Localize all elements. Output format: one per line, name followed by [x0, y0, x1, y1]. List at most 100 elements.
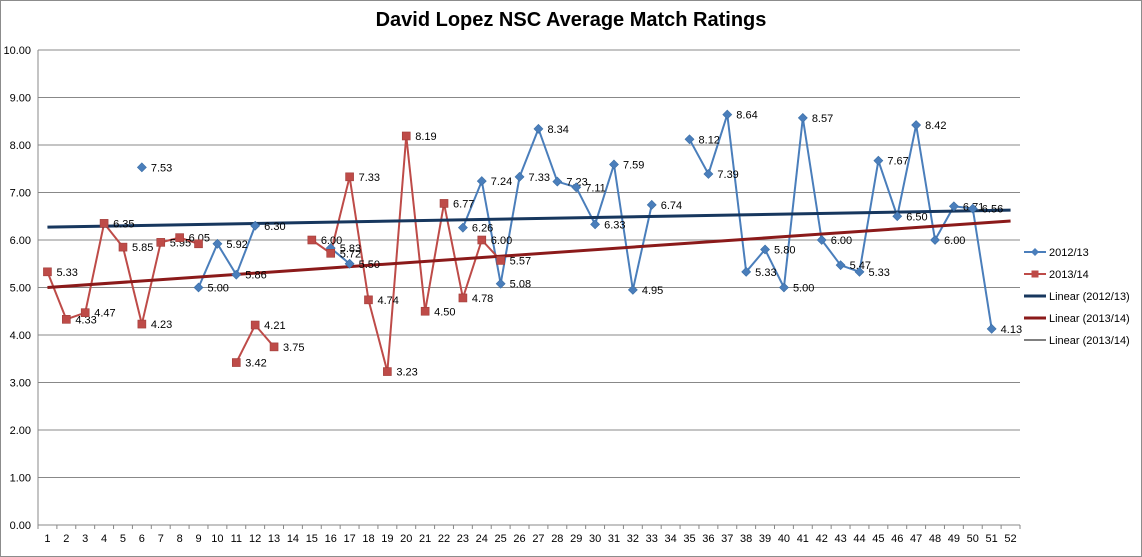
- data-point-square: [118, 242, 128, 252]
- x-tick-label: 7: [158, 533, 164, 545]
- data-label: 7.24: [491, 176, 512, 188]
- x-tick-label: 52: [1004, 533, 1016, 545]
- data-point-square: [80, 308, 90, 317]
- x-tick-label: 37: [721, 533, 733, 545]
- x-tick-label: 51: [986, 533, 998, 545]
- y-tick-label: 9.00: [10, 93, 31, 105]
- series-line-segment: [499, 176, 521, 284]
- x-tick-label: 44: [853, 533, 865, 545]
- x-tick-label: 30: [589, 533, 601, 545]
- data-label: 6.77: [453, 198, 474, 210]
- data-label: 8.34: [547, 124, 568, 136]
- data-point-diamond: [703, 169, 714, 179]
- series-line-segment: [782, 117, 804, 288]
- legend-marker-diamond: [1031, 248, 1039, 256]
- y-tick-label: 2.00: [10, 425, 31, 437]
- data-label: 5.33: [755, 267, 776, 279]
- series-line-segment: [386, 135, 408, 372]
- x-tick-label: 29: [570, 533, 582, 545]
- data-label: 7.33: [529, 172, 550, 184]
- x-tick-label: 13: [268, 533, 280, 545]
- data-point-diamond: [646, 199, 657, 210]
- x-tick-label: 8: [177, 533, 183, 545]
- y-tick-label: 4.00: [10, 330, 31, 342]
- data-label: 4.74: [377, 295, 398, 307]
- series-line-segment: [140, 242, 162, 325]
- x-tick-label: 12: [249, 533, 261, 545]
- x-tick-label: 45: [872, 533, 884, 545]
- data-point-diamond: [457, 222, 468, 233]
- data-label: 7.23: [566, 177, 587, 189]
- data-point-diamond: [495, 278, 506, 289]
- x-tick-label: 6: [139, 533, 145, 545]
- data-point-diamond: [609, 159, 619, 170]
- x-tick-label: 25: [495, 533, 507, 545]
- data-label: 5.33: [56, 267, 77, 279]
- data-label: 5.08: [510, 279, 531, 291]
- series-line-segment: [367, 299, 389, 372]
- data-label: 7.11: [585, 182, 606, 194]
- series-line-segment: [480, 180, 502, 284]
- x-tick-label: 39: [759, 533, 771, 545]
- data-point-square: [326, 249, 336, 258]
- data-label: 6.56: [982, 204, 1003, 216]
- data-point-diamond: [627, 284, 638, 295]
- data-point-square: [496, 256, 505, 265]
- x-tick-label: 19: [381, 533, 393, 545]
- x-tick-label: 17: [343, 533, 355, 545]
- data-label: 5.95: [170, 237, 191, 249]
- x-tick-label: 36: [702, 533, 714, 545]
- data-label: 6.30: [264, 221, 285, 233]
- x-tick-label: 31: [608, 533, 620, 545]
- legend-marker-square: [1031, 270, 1039, 278]
- series-line-segment: [726, 114, 748, 272]
- x-tick-label: 40: [778, 533, 790, 545]
- data-label: 6.05: [189, 233, 210, 245]
- series-line-segment: [594, 164, 615, 225]
- data-label: 6.00: [944, 235, 965, 247]
- x-tick-label: 4: [101, 533, 107, 545]
- data-point-square: [458, 293, 468, 303]
- data-point-diamond: [779, 282, 789, 293]
- data-label: 5.92: [226, 239, 247, 251]
- data-point-square: [194, 239, 203, 249]
- data-point-square: [99, 219, 109, 228]
- x-tick-label: 24: [476, 533, 488, 545]
- series-line-segment: [518, 128, 540, 178]
- data-label: 6.35: [113, 218, 134, 230]
- x-tick-label: 11: [231, 533, 242, 545]
- data-label: 5.72: [340, 248, 361, 260]
- x-tick-label: 20: [400, 533, 412, 545]
- data-point-diamond: [344, 258, 355, 269]
- series-line-segment: [405, 135, 427, 312]
- y-tick-label: 5.00: [10, 283, 31, 295]
- data-point-diamond: [533, 123, 544, 134]
- data-point-diamond: [250, 220, 261, 231]
- data-label: 3.23: [396, 367, 417, 379]
- data-label: 8.64: [736, 110, 757, 122]
- data-label: 7.59: [623, 159, 644, 171]
- data-point-square: [477, 235, 487, 245]
- series-line-segment: [443, 203, 464, 299]
- legend-label: Linear (2013/14): [1049, 313, 1130, 325]
- legend-label: Linear (2013/14): [1049, 335, 1130, 347]
- legend-item: Linear (2013/14): [1024, 313, 1130, 325]
- series-line-segment: [329, 176, 351, 254]
- data-point-diamond: [835, 260, 846, 271]
- series-line-segment: [537, 128, 559, 182]
- x-tick-label: 50: [967, 533, 979, 545]
- data-label: 5.57: [510, 255, 531, 267]
- x-tick-label: 38: [740, 533, 752, 545]
- data-label: 8.57: [812, 113, 833, 125]
- data-point-square: [250, 320, 260, 330]
- x-tick-label: 5: [120, 533, 126, 545]
- x-tick-label: 33: [646, 533, 658, 545]
- series-line-segment: [858, 160, 880, 272]
- data-point-diamond: [193, 282, 204, 293]
- data-point-diamond: [854, 266, 865, 277]
- x-tick-label: 2: [63, 533, 69, 545]
- legend-item: 2012/13: [1024, 247, 1089, 259]
- data-label: 5.50: [359, 259, 380, 271]
- series-line-segment: [235, 225, 257, 276]
